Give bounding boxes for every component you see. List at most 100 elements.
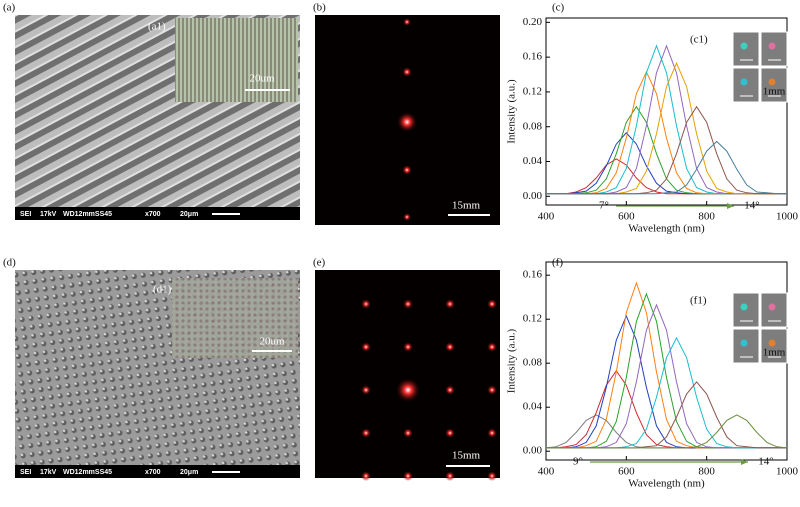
- x-tick-label: 800: [698, 211, 715, 223]
- sem-text: 20μm: [180, 469, 198, 476]
- y-tick-label: 0.12: [523, 313, 542, 325]
- angle-label: 14°: [744, 200, 759, 212]
- y-tick-label: 0.04: [523, 155, 543, 167]
- sem-text: WD12mmSS45: [63, 211, 112, 218]
- inset-photo: [732, 328, 760, 364]
- inset-photo: [760, 328, 788, 364]
- y-tick-label: 0.00: [523, 190, 543, 202]
- sem-text: 20μm: [180, 211, 198, 218]
- spot: [445, 428, 455, 438]
- y-axis-label: Intensity (a.u.): [506, 79, 518, 144]
- inset-label: (d1): [153, 284, 172, 296]
- spot: [445, 385, 455, 395]
- sem-bar-bg: [15, 207, 300, 220]
- sem-bar: SEI 17kV WD12mmSS45 x700 20μm: [15, 207, 300, 220]
- spot: [397, 112, 417, 132]
- sample: [740, 303, 748, 311]
- y-tick-label: 0.20: [523, 16, 543, 28]
- angle-label: 7°: [599, 200, 609, 212]
- sem-text: x700: [145, 469, 161, 476]
- sample: [768, 339, 776, 347]
- angle-label: 14°: [758, 456, 773, 468]
- spot: [403, 213, 411, 221]
- spot: [487, 342, 497, 352]
- x-tick-label: 600: [618, 211, 635, 223]
- panel-label: (e): [313, 257, 326, 269]
- spectrum-line: [546, 140, 787, 195]
- inset-label: (a1): [148, 21, 166, 33]
- spectrum-line: [546, 132, 787, 195]
- inset-label: (c1): [690, 34, 708, 46]
- inset-image: [172, 278, 298, 358]
- y-tick-label: 0.08: [523, 120, 543, 132]
- sem-bar-bg: [15, 465, 300, 478]
- arrow-head: [727, 203, 734, 209]
- x-axis-label: Wavelength (nm): [628, 223, 705, 235]
- angle-label: 9°: [573, 456, 583, 468]
- inset-scale: 1mm: [763, 86, 786, 98]
- sample: [740, 42, 748, 50]
- sem-text: x700: [145, 211, 161, 218]
- spot: [403, 342, 413, 352]
- sem-text: SEI: [20, 469, 31, 476]
- spot: [445, 471, 455, 481]
- inset-photo: [732, 31, 760, 67]
- inset-photo: [760, 31, 788, 67]
- spot: [403, 299, 413, 309]
- sample: [740, 78, 748, 86]
- diffraction-spots: [361, 299, 497, 481]
- inset-photo: [732, 292, 760, 328]
- spectrum-line: [546, 105, 787, 195]
- spot: [487, 385, 497, 395]
- x-axis-label: Wavelength (nm): [628, 478, 705, 490]
- spot: [361, 385, 371, 395]
- inset-photo: [732, 67, 760, 103]
- spot: [396, 378, 420, 402]
- spectrum-line: [546, 105, 787, 195]
- x-tick-label: 600: [618, 466, 635, 478]
- panel-label: (f): [552, 257, 563, 269]
- y-axis-label: Intensity (a.u.): [506, 328, 518, 393]
- x-tick-label: 1000: [776, 211, 799, 223]
- inset-label: (f1): [690, 295, 707, 307]
- arrow-head: [741, 459, 748, 465]
- spot: [361, 342, 371, 352]
- diffraction-spots: [397, 18, 417, 221]
- inset-image: [175, 18, 298, 102]
- spot: [361, 428, 371, 438]
- spot: [402, 67, 412, 77]
- sem-text: 17kV: [40, 469, 57, 476]
- spot: [361, 471, 371, 481]
- spot: [403, 18, 411, 26]
- scale-label: 20um: [249, 73, 275, 85]
- sem-text: SEI: [20, 211, 31, 218]
- spectrum-line: [546, 158, 787, 195]
- x-tick-label: 800: [698, 466, 715, 478]
- inset-scale: 1mm: [763, 347, 786, 359]
- panel-label: (c): [552, 2, 565, 14]
- y-tick-label: 0.16: [523, 269, 543, 281]
- sample: [768, 303, 776, 311]
- spot: [403, 428, 413, 438]
- sem-bar: SEI 17kV WD12mmSS45 x700 20μm: [15, 465, 300, 478]
- plot-frame: [545, 17, 788, 206]
- panel-label: (a): [3, 2, 16, 14]
- panel-label: (b): [313, 2, 326, 14]
- x-tick-label: 1000: [776, 466, 799, 478]
- spot: [445, 299, 455, 309]
- scale-label: 20um: [259, 336, 285, 348]
- y-tick-label: 0.08: [523, 357, 543, 369]
- spot: [487, 471, 497, 481]
- x-tick-label: 400: [538, 211, 555, 223]
- spot: [403, 471, 413, 481]
- y-tick-label: 0.04: [523, 401, 543, 413]
- sem-text: WD12mmSS45: [63, 469, 112, 476]
- sem-text: 17kV: [40, 211, 57, 218]
- x-tick-label: 400: [538, 466, 555, 478]
- spectrum-line: [546, 414, 788, 449]
- sample: [740, 339, 748, 347]
- scale-label: 15mm: [452, 200, 481, 212]
- spot: [402, 165, 412, 175]
- inset-photo: [760, 292, 788, 328]
